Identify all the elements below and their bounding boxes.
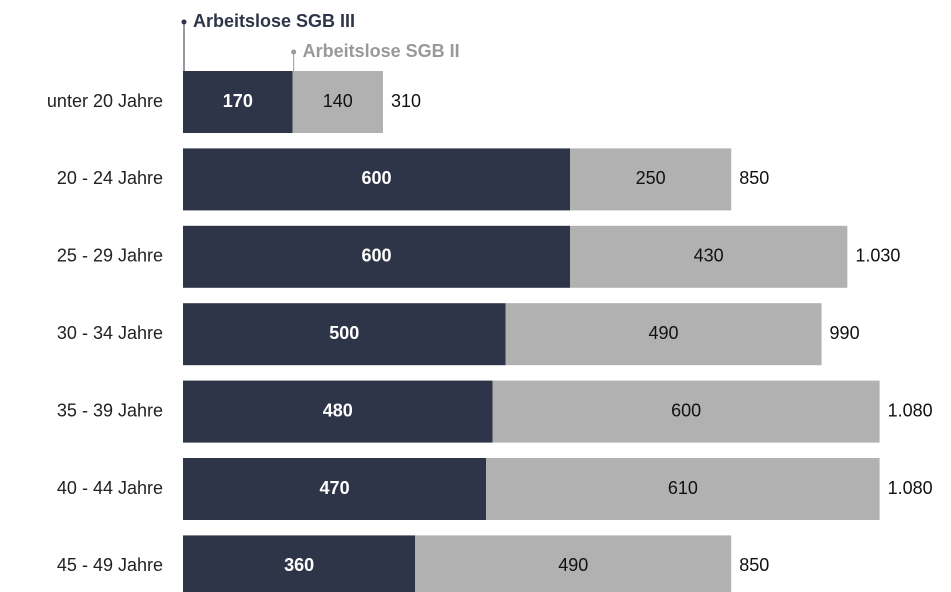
category-label: 40 - 44 Jahre — [57, 478, 163, 498]
value-label: 470 — [320, 478, 350, 498]
legend-label: Arbeitslose SGB II — [303, 41, 460, 61]
bar-segment — [570, 148, 732, 211]
total-label: 990 — [830, 323, 860, 343]
bar-segment — [183, 148, 570, 211]
value-label: 140 — [323, 91, 353, 111]
total-label: 850 — [739, 168, 769, 188]
category-label: unter 20 Jahre — [47, 91, 163, 111]
total-label: 850 — [739, 555, 769, 575]
category-label: 35 - 39 Jahre — [57, 400, 163, 420]
bar-segment — [183, 535, 416, 592]
category-label: 25 - 29 Jahre — [57, 246, 163, 266]
value-label: 610 — [668, 478, 698, 498]
value-label: 490 — [558, 555, 588, 575]
bar-segment — [486, 458, 880, 520]
value-label: 600 — [361, 246, 391, 266]
legend-dot — [181, 19, 187, 25]
bar-segment — [183, 71, 293, 133]
bar-segment — [183, 225, 570, 288]
value-label: 360 — [284, 555, 314, 575]
bar-segment — [292, 71, 383, 133]
bar-segment — [505, 303, 822, 366]
value-label: 480 — [323, 400, 353, 420]
total-label: 1.080 — [888, 478, 933, 498]
bar-segment — [570, 225, 848, 288]
total-label: 1.080 — [888, 400, 933, 420]
value-label: 490 — [649, 323, 679, 343]
legend-dot — [291, 49, 297, 55]
value-label: 600 — [361, 168, 391, 188]
bar-segment — [183, 380, 493, 443]
value-label: 170 — [223, 91, 253, 111]
value-label: 600 — [671, 400, 701, 420]
bar-segment — [492, 380, 880, 443]
total-label: 1.030 — [855, 246, 900, 266]
category-label: 45 - 49 Jahre — [57, 555, 163, 575]
value-label: 250 — [636, 168, 666, 188]
bar-segment — [183, 303, 506, 366]
bar-segment — [183, 458, 487, 520]
category-label: 20 - 24 Jahre — [57, 168, 163, 188]
legend-label: Arbeitslose SGB III — [193, 11, 355, 31]
category-label: 30 - 34 Jahre — [57, 323, 163, 343]
bar-segment — [415, 535, 732, 592]
total-label: 310 — [391, 91, 421, 111]
value-label: 430 — [694, 246, 724, 266]
value-label: 500 — [329, 323, 359, 343]
